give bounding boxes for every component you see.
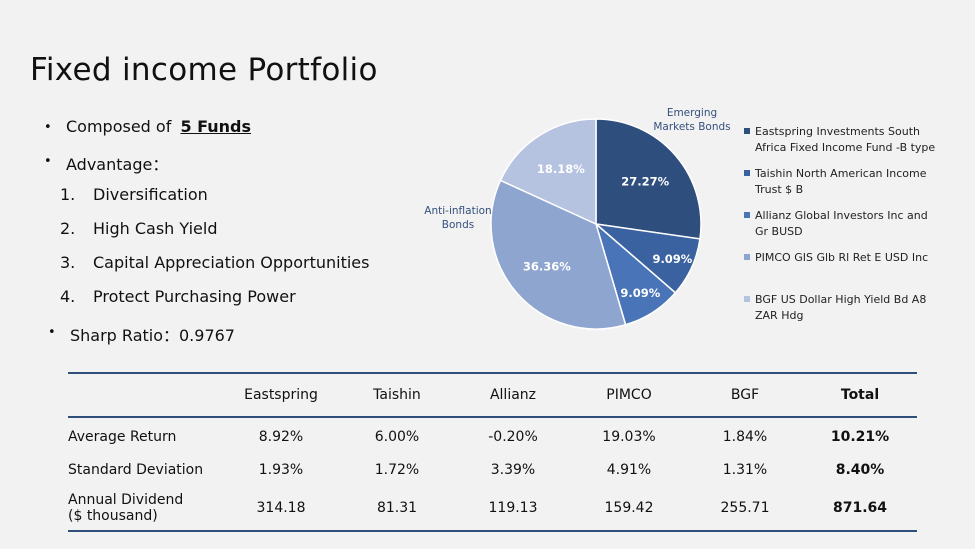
annotation-emerging-markets: Emerging Markets Bonds bbox=[653, 107, 730, 133]
pie-label-taishin: 9.09% bbox=[652, 252, 692, 266]
numbered-item-4: 4. Protect Purchasing Power bbox=[60, 287, 296, 306]
table-cell: 81.31 bbox=[339, 485, 455, 532]
legend-label: Allianz Global Investors Inc and Gr BUSD bbox=[755, 209, 928, 238]
bullet-sharp-ratio: Sharp Ratio：0.9767 bbox=[70, 326, 235, 345]
row-label: Average Return bbox=[68, 428, 177, 445]
legend-label: PIMCO GIS Glb Rl Ret E USD Inc bbox=[755, 251, 929, 264]
table-cell: 3.39% bbox=[490, 462, 536, 478]
table-header-cell: Taishin bbox=[339, 372, 455, 418]
table-cell: 314.18 bbox=[223, 485, 339, 532]
pie-slice-bgf bbox=[499, 118, 597, 226]
legend-swatch bbox=[744, 128, 750, 134]
table-cell-total: 8.40% bbox=[835, 462, 885, 478]
table-row: Standard Deviation 1.93% 1.72% 3.39% 4.9… bbox=[68, 455, 917, 485]
bullet-composed-value: 5 Funds bbox=[180, 117, 252, 136]
numbered-item-2: 2. High Cash Yield bbox=[60, 219, 218, 238]
bullet-composed: Composed of 5 Funds bbox=[66, 117, 251, 136]
legend-swatch bbox=[744, 296, 750, 302]
pie-label-allianz: 9.09% bbox=[620, 286, 660, 300]
table-cell: 19.03% bbox=[602, 428, 656, 445]
table-header-cell-total: Total bbox=[803, 372, 917, 418]
pie-label-pimco: 36.36% bbox=[523, 260, 571, 274]
table-cell: 119.13 bbox=[455, 485, 571, 532]
bullet-dot: • bbox=[44, 154, 52, 169]
legend-swatch bbox=[744, 254, 750, 260]
bullet-dot: • bbox=[48, 325, 56, 340]
table-cell: -0.20% bbox=[488, 428, 538, 445]
table-header-cell bbox=[68, 372, 223, 418]
pie-label-bgf: 18.18% bbox=[537, 162, 585, 176]
numbered-item-number: 4. bbox=[60, 287, 76, 306]
bullet-dot: • bbox=[44, 120, 52, 135]
table-header-cell: Eastspring bbox=[223, 372, 339, 418]
numbered-item-number: 2. bbox=[60, 219, 76, 238]
table-header-cell: BGF bbox=[687, 372, 803, 418]
table-header-cell: PIMCO bbox=[571, 372, 687, 418]
numbered-item-text: High Cash Yield bbox=[93, 219, 218, 238]
numbered-item-text: Protect Purchasing Power bbox=[93, 287, 296, 306]
table-cell: 255.71 bbox=[687, 485, 803, 532]
page-title: Fixed income Portfolio bbox=[30, 52, 378, 88]
numbered-item-text: Diversification bbox=[93, 185, 208, 204]
table-cell: 159.42 bbox=[571, 485, 687, 532]
legend-label: BGF US Dollar High Yield Bd A8 ZAR Hdg bbox=[755, 293, 927, 322]
bullet-advantage: Advantage： bbox=[66, 155, 169, 174]
pie-slice-eastspring bbox=[595, 118, 702, 240]
table-header-row: Eastspring Taishin Allianz PIMCO BGF Tot… bbox=[68, 372, 917, 418]
table-row: Average Return 8.92% 6.00% -0.20% 19.03%… bbox=[68, 417, 917, 455]
legend-label: Eastspring Investments South Africa Fixe… bbox=[755, 125, 936, 154]
legend-swatch bbox=[744, 170, 750, 176]
bullet-composed-label: Composed of bbox=[66, 117, 172, 136]
numbered-item-text: Capital Appreciation Opportunities bbox=[93, 253, 370, 272]
pie-label-eastspring: 27.27% bbox=[621, 174, 669, 188]
table-header-cell: Allianz bbox=[455, 372, 571, 418]
fund-table: Eastspring Taishin Allianz PIMCO BGF Tot… bbox=[68, 372, 917, 532]
pie-slice-pimco bbox=[490, 179, 627, 330]
legend-label: Taishin North American Income Trust $ B bbox=[755, 167, 927, 196]
numbered-item-3: 3. Capital Appreciation Opportunities bbox=[60, 253, 369, 272]
legend-swatch bbox=[744, 212, 750, 218]
table-cell: 4.91% bbox=[606, 462, 652, 478]
numbered-item-number: 1. bbox=[60, 185, 76, 204]
row-label: Annual Dividend ($ thousand) bbox=[68, 485, 223, 532]
row-label-line2: ($ thousand) bbox=[68, 507, 158, 524]
table-cell: 1.84% bbox=[722, 428, 768, 445]
table-cell: 1.72% bbox=[374, 462, 420, 478]
annotation-anti-inflation: Anti-inflation Bonds bbox=[424, 205, 491, 231]
table-cell: 6.00% bbox=[374, 428, 420, 445]
table-cell: 8.92% bbox=[258, 428, 304, 445]
table-cell-total: 10.21% bbox=[830, 428, 890, 445]
table-cell-total: 871.64 bbox=[803, 485, 917, 532]
numbered-item-1: 1. Diversification bbox=[60, 185, 208, 204]
table-cell: 1.31% bbox=[722, 462, 768, 478]
numbered-item-number: 3. bbox=[60, 253, 76, 272]
row-label-line1: Annual Dividend bbox=[68, 491, 184, 508]
row-label: Standard Deviation bbox=[68, 462, 204, 478]
table-cell: 1.93% bbox=[258, 462, 304, 478]
table-row: Annual Dividend ($ thousand) 314.18 81.3… bbox=[68, 485, 917, 532]
